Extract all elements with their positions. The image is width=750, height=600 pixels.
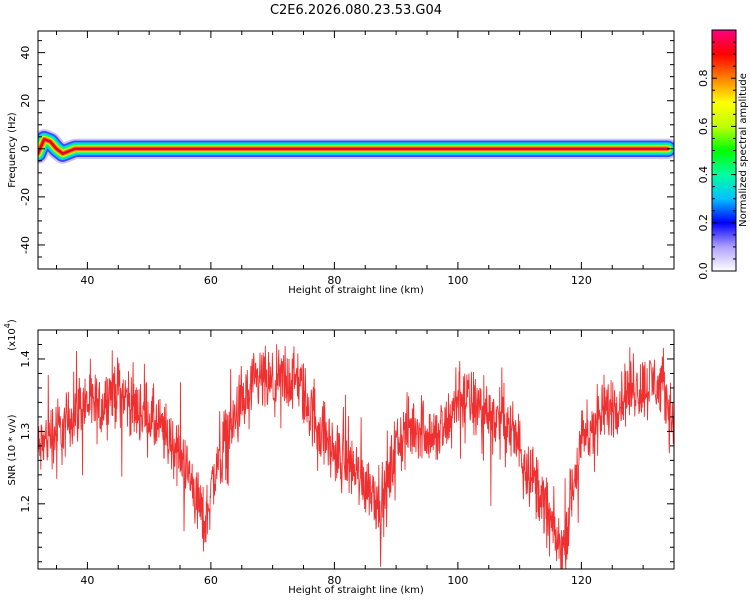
colorbar-tick-label: 0.8: [697, 69, 710, 87]
snr-y-tick-label: 1.3: [19, 423, 32, 441]
spectrogram-y-ticks: -40 -20 0 20 40: [19, 40, 674, 270]
colorbar-gradient: [712, 30, 736, 271]
spectrogram-x-axis-label: Height of straight line (km): [288, 285, 424, 296]
spectrogram-y-tick-label: 0: [19, 145, 32, 152]
snr-x-axis-label: Height of straight line (km): [288, 585, 424, 596]
colorbar-ticks: 0.0 0.2 0.4 0.6 0.8: [697, 29, 736, 280]
colorbar-tick-label: 0.6: [697, 118, 710, 135]
snr-x-tick-label: 80: [327, 574, 341, 587]
spectrogram-y-tick-label: -40: [19, 236, 32, 254]
spectrogram-frame: [37, 30, 675, 270]
spectrogram-x-tick-label: 100: [447, 274, 468, 287]
spectrogram-y-tick-label: -20: [19, 188, 32, 206]
snr-y-multiplier-exp: 4: [3, 323, 12, 328]
colorbar-tick-label: 0.2: [697, 214, 710, 232]
snr-x-tick-label: 120: [571, 574, 592, 587]
snr-frame: [37, 329, 675, 570]
snr-y-multiplier: (x104): [3, 319, 18, 351]
snr-y-tick-label: 1.2: [19, 495, 32, 513]
spectrogram-band-7: [38, 138, 669, 155]
snr-y-multiplier-close: ): [7, 319, 18, 323]
spectrogram-x-ticks: 40 60 80 100 120: [56, 31, 675, 287]
spectrogram-x-tick-label: 80: [327, 274, 341, 287]
chart-title: C2E6.2026.080.23.53.G04: [270, 3, 442, 18]
colorbar-label: Normalized spectral amplitude: [738, 73, 749, 227]
snr-panel: 40 60 80 100 120 1.2 1.3 1.4 Height of straigh…: [3, 319, 675, 596]
spectrogram-panel: 40 60 80 100 120 -40 -20 0 20 40 Height of strai…: [7, 30, 675, 296]
snr-y-tick-label: 1.4: [19, 350, 32, 368]
snr-y-axis-label: SNR (10 * v/v): [7, 414, 18, 485]
spectrogram-y-tick-label: 40: [19, 46, 32, 60]
colorbar: 0.0 0.2 0.4 0.6 0.8 Normalized spectral ampl…: [697, 29, 749, 280]
spectrogram-x-tick-label: 40: [80, 274, 94, 287]
colorbar-tick-label: 0.4: [697, 166, 710, 184]
colorbar-tick-label: 0.0: [697, 262, 710, 280]
snr-x-tick-label: 100: [447, 574, 468, 587]
snr-y-ticks: 1.2 1.3 1.4: [19, 329, 674, 563]
spectrogram-x-tick-label: 120: [571, 274, 592, 287]
spectrogram-y-tick-label: 20: [19, 94, 32, 108]
snr-series-line: [38, 344, 674, 569]
snr-x-tick-label: 40: [80, 574, 94, 587]
spectrogram-x-tick-label: 60: [204, 274, 218, 287]
snr-x-ticks: 40 60 80 100 120: [56, 330, 675, 587]
snr-y-multiplier-base: (x10: [7, 328, 18, 351]
spectrogram-heat: [38, 129, 674, 164]
spectrogram-y-axis-label: Frequency (Hz): [7, 112, 18, 188]
snr-x-tick-label: 60: [204, 574, 218, 587]
